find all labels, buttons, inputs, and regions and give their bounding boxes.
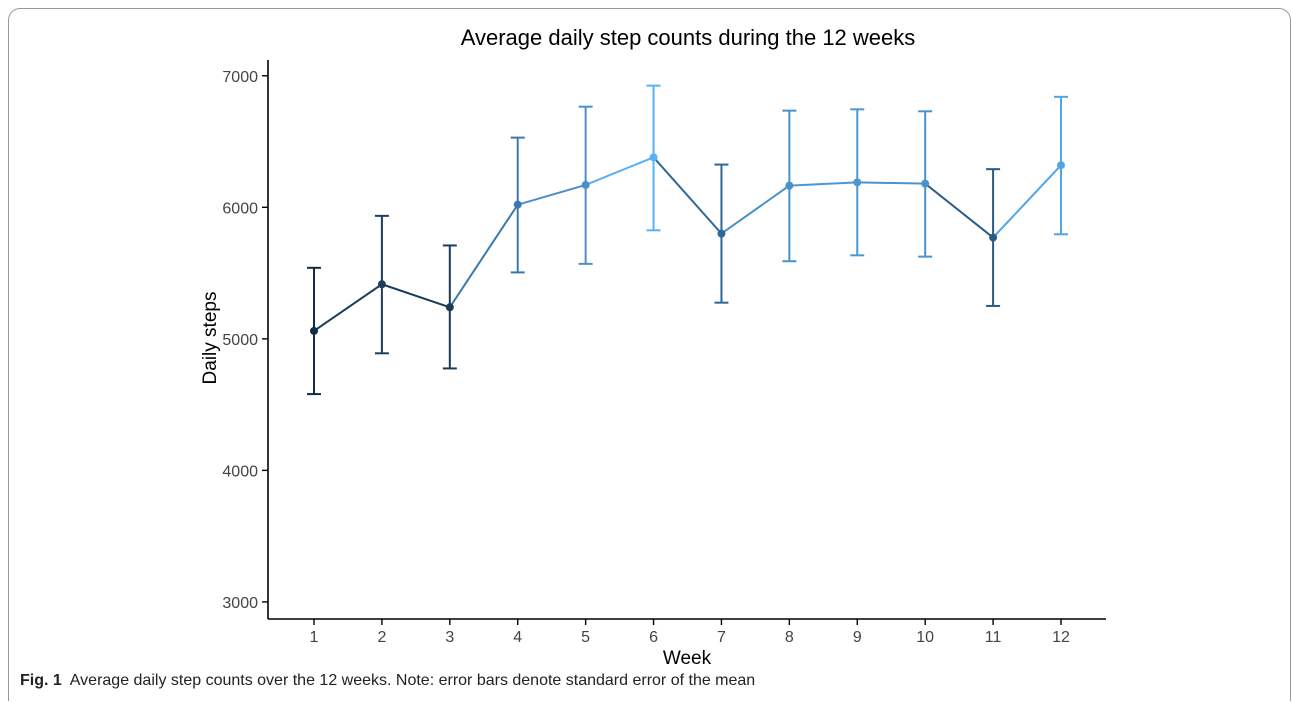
x-axis-label: Week (663, 648, 712, 669)
figure-caption: Fig. 1 Average daily step counts over the… (20, 672, 755, 690)
y-tick-label: 6000 (222, 200, 258, 217)
data-point (717, 229, 726, 238)
series-line-segment (652, 156, 723, 235)
data-point (1057, 161, 1065, 170)
y-tick-label: 7000 (222, 69, 258, 86)
x-tick-label: 8 (785, 629, 794, 646)
data-point (377, 280, 386, 289)
data-point (785, 181, 794, 190)
data-point (513, 200, 522, 209)
series-line-segment (313, 283, 383, 332)
series-line-segment (381, 283, 451, 309)
x-tick-label: 10 (916, 629, 934, 646)
data-point (445, 303, 454, 312)
data-point (853, 178, 862, 187)
x-tick-label: 6 (649, 629, 658, 646)
series-line-segment (924, 182, 994, 239)
y-axis-label: Daily steps (200, 292, 221, 385)
series-line-segment (857, 181, 926, 185)
series-line-segment (992, 164, 1062, 239)
y-tick-label: 4000 (222, 463, 258, 480)
series-line-segment (517, 183, 586, 206)
series-line-segment (448, 204, 519, 308)
caption-label: Fig. 1 (20, 672, 62, 689)
x-tick-label: 2 (377, 629, 386, 646)
series-line-segment (720, 184, 790, 235)
series-line-segment (585, 156, 654, 186)
caption-text: Average daily step counts over the 12 we… (69, 672, 756, 689)
x-tick-label: 11 (985, 629, 1002, 646)
x-tick-label: 4 (513, 629, 522, 646)
x-tick-label: 12 (1052, 629, 1070, 646)
chart-title: Average daily step counts during the 12 … (461, 25, 916, 50)
data-point (310, 326, 318, 335)
data-point (581, 180, 590, 189)
x-tick-label: 9 (853, 629, 862, 646)
data-point (989, 233, 998, 242)
x-tick-label: 3 (445, 629, 454, 646)
x-tick-label: 1 (310, 629, 319, 646)
y-tick-label: 3000 (222, 595, 258, 612)
step-count-chart: Average daily step counts during the 12 … (200, 25, 1106, 669)
data-point (921, 179, 930, 188)
figure-frame (8, 8, 1291, 701)
data-point (649, 153, 658, 162)
series-line-segment (789, 181, 858, 187)
x-tick-label: 5 (581, 629, 590, 646)
x-tick-label: 7 (717, 629, 726, 646)
y-tick-label: 5000 (222, 332, 258, 349)
